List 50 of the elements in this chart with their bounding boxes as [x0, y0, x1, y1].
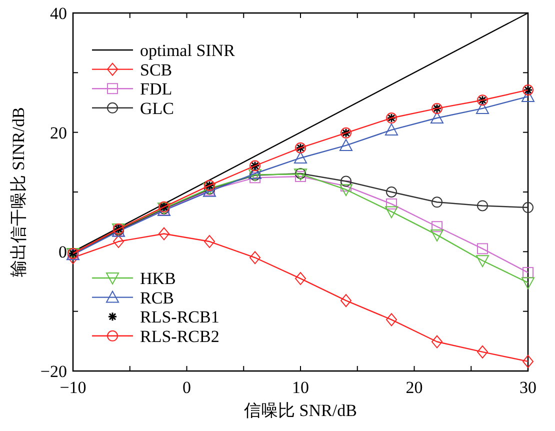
legend-label: RCB [140, 288, 174, 308]
x-tick-label: −10 [60, 378, 86, 397]
point [432, 221, 442, 232]
point [295, 272, 306, 286]
y-tick-label: 40 [50, 4, 67, 23]
x-tick-label: 30 [520, 378, 536, 397]
point [476, 255, 489, 268]
point [522, 354, 534, 368]
point [430, 112, 444, 124]
point [522, 277, 534, 290]
point [522, 90, 534, 102]
point [340, 294, 352, 308]
y-tick-label: −20 [40, 362, 67, 381]
x-tick-label: 20 [406, 378, 423, 397]
point [340, 176, 352, 187]
point [340, 180, 352, 192]
legend-label: RLS-RCB2 [140, 326, 220, 346]
point [250, 172, 260, 184]
legend-label: SCB [140, 60, 172, 80]
point [522, 202, 534, 214]
point [340, 184, 352, 196]
x-tick-label: 0 [182, 378, 191, 397]
point [113, 235, 124, 248]
legend-label: GLC [140, 98, 174, 118]
point [477, 243, 488, 254]
point [477, 200, 488, 212]
legend-label: RLS-RCB1 [140, 308, 220, 327]
point [386, 186, 397, 198]
point [250, 251, 260, 264]
point [477, 345, 488, 358]
legend-label: optimal SINR [140, 41, 236, 60]
point [476, 102, 489, 114]
point [386, 313, 397, 326]
point [294, 151, 307, 164]
point [386, 198, 397, 210]
point [158, 227, 170, 240]
point [430, 229, 444, 242]
y-tick-label: 20 [50, 123, 67, 142]
point [340, 138, 352, 151]
y-axis-title: 输出信干噪比 SINR/dB [9, 107, 28, 277]
point [385, 123, 398, 136]
point [432, 196, 442, 208]
y-tick-label: 0 [58, 242, 67, 262]
point [385, 206, 398, 218]
x-axis-title: 信噪比 SNR/dB [244, 401, 357, 420]
point [204, 235, 215, 248]
legend-label: FDL [140, 80, 172, 99]
legend-label: HKB [140, 269, 176, 288]
x-tick-label: 10 [292, 378, 309, 397]
point [432, 335, 442, 348]
